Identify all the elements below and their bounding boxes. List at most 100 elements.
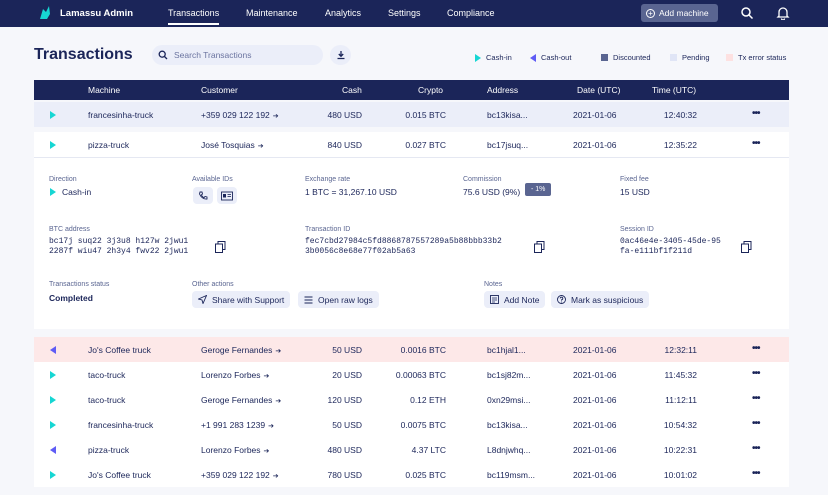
cell-customer: +1 991 283 1239 ➔	[201, 420, 274, 430]
transaction-id-line1: fec7cbd27984c5fd8868787557289a5b88bbb33b…	[305, 237, 502, 246]
cash-text: 50 USD	[332, 420, 362, 430]
session-id-line1: 0ac46e4e-3405-45de-95	[620, 237, 721, 246]
machine-text: Jo's Coffee truck	[88, 345, 151, 355]
arrow-right-icon[interactable]: ➔	[272, 113, 279, 120]
cell-machine: pizza-truck	[88, 140, 129, 150]
cell-machine: taco-truck	[88, 370, 125, 380]
add-note-button[interactable]: Add Note	[484, 291, 546, 308]
cell-cash: 20 USD	[332, 370, 362, 380]
more-options-icon[interactable]: •••	[752, 108, 760, 119]
more-options-icon[interactable]: •••	[752, 443, 760, 454]
cash-text: 780 USD	[327, 470, 363, 480]
table-row[interactable]: francesinha-truck +1 991 283 1239 ➔ 50 USD 0…	[34, 412, 789, 437]
col-customer[interactable]: Customer	[201, 85, 238, 95]
col-time[interactable]: Time (UTC)	[652, 85, 697, 95]
arrow-right-icon[interactable]: ➔	[263, 373, 270, 380]
table-row[interactable]: Jo's Coffee truck +359 029 122 192 ➔ 780 US…	[34, 462, 789, 487]
copy-icon[interactable]	[741, 241, 752, 253]
search-input[interactable]	[174, 50, 314, 60]
col-date[interactable]: Date (UTC)	[577, 85, 621, 95]
more-options-icon[interactable]: •••	[752, 368, 760, 379]
more-options-icon[interactable]: •••	[752, 343, 760, 354]
copy-icon[interactable]	[534, 241, 545, 253]
arrow-right-icon[interactable]: ➔	[275, 348, 282, 355]
arrow-right-icon[interactable]: ➔	[263, 448, 270, 455]
address-text: bc1hjal1...	[487, 345, 526, 355]
machine-text: francesinha-truck	[88, 420, 154, 430]
bell-icon[interactable]	[776, 6, 790, 20]
table-row[interactable]: pizza-truck Lorenzo Forbes ➔ 480 USD 4.37 LT…	[34, 437, 789, 462]
phone-id-button[interactable]	[193, 187, 213, 204]
exchange-rate-value: 1 BTC = 31,267.10 USD	[305, 187, 397, 197]
time-text: 10:54:32	[663, 420, 697, 430]
date-text: 2021-01-06	[573, 445, 617, 455]
legend-label: Pending	[682, 53, 710, 62]
download-button[interactable]	[330, 45, 351, 65]
more-options-icon[interactable]: •••	[752, 468, 760, 479]
copy-icon[interactable]	[215, 241, 226, 253]
other-actions-label: Other actions	[192, 281, 234, 288]
exchange-rate-label: Exchange rate	[305, 176, 351, 183]
address-text: bc119msm...	[487, 470, 536, 480]
col-machine[interactable]: Machine	[88, 85, 121, 95]
legend-label: Tx error status	[738, 53, 787, 62]
nav-maintenance[interactable]: Maintenance	[246, 8, 298, 18]
nav-analytics[interactable]: Analytics	[325, 8, 362, 18]
date-text: 2021-01-06	[573, 110, 617, 120]
add-machine-button[interactable]: + Add machine	[641, 4, 718, 22]
cash-text: 840 USD	[327, 140, 363, 150]
cell-address: bc119msm...	[487, 470, 535, 480]
date-text: 2021-01-06	[573, 395, 617, 405]
address-text: bc1sj82m...	[487, 370, 531, 380]
cell-date: 2021-01-06	[573, 445, 616, 455]
arrow-right-icon[interactable]: ➔	[272, 473, 279, 480]
cash-in-icon	[475, 53, 481, 62]
lamassu-logo-icon	[40, 6, 50, 19]
more-options-icon[interactable]: •••	[752, 138, 760, 149]
phone-icon	[199, 191, 208, 199]
col-cash[interactable]: Cash	[342, 85, 362, 95]
search-icon[interactable]	[740, 6, 754, 20]
crypto-text: 4.37 LTC	[411, 445, 446, 455]
nav-transactions[interactable]: Transactions	[168, 8, 220, 25]
cash-text: 50 USD	[332, 345, 362, 355]
nav-settings[interactable]: Settings	[388, 8, 421, 18]
page-title: Transactions	[34, 46, 133, 63]
search-box[interactable]	[152, 45, 323, 65]
cell-cash: 780 USD	[328, 470, 363, 480]
session-id-line2: fa-e111bf1f211d	[620, 247, 693, 256]
arrow-right-icon[interactable]: ➔	[257, 143, 264, 150]
id-card-button[interactable]	[217, 187, 237, 204]
address-text: 0xn29msi...	[487, 395, 531, 405]
nav-compliance[interactable]: Compliance	[447, 8, 495, 18]
cell-customer: Lorenzo Forbes ➔	[201, 370, 269, 380]
transaction-id-label: Transaction ID	[305, 226, 351, 233]
crypto-text: 0.025 BTC	[405, 470, 446, 480]
cell-cash: 50 USD	[332, 345, 362, 355]
col-address[interactable]: Address	[487, 85, 519, 95]
share-with-support-button[interactable]: Share with Support	[192, 291, 291, 308]
table-row[interactable]: pizza-truck José Tosquias ➔ 840 USD 0.027 BT…	[34, 132, 789, 157]
cash-text: 480 USD	[327, 445, 363, 455]
arrow-right-icon[interactable]: ➔	[268, 423, 274, 430]
machine-text: francesinha-truck	[88, 110, 154, 120]
open-raw-logs-button[interactable]: Open raw logs	[298, 291, 379, 308]
table-row[interactable]: taco-truck Geroge Fernandes ➔ 120 USD 0.12 E…	[34, 387, 789, 412]
address-text: bc13kisa...	[487, 110, 528, 120]
more-options-icon[interactable]: •••	[752, 418, 760, 429]
table-row[interactable]: francesinha-truck +359 029 122 192 ➔ 480 US…	[34, 102, 789, 127]
cell-date: 2021-01-06	[573, 110, 616, 120]
customer-text: José Tosquias	[201, 140, 255, 150]
table-row[interactable]: taco-truck Lorenzo Forbes ➔ 20 USD 0.00063 B…	[34, 362, 789, 387]
more-options-icon[interactable]: •••	[752, 393, 760, 404]
col-crypto[interactable]: Crypto	[418, 85, 444, 95]
table-row[interactable]: Jo's Coffee truck Geroge Fernandes ➔ 50 USD…	[34, 337, 789, 362]
arrow-right-icon[interactable]: ➔	[275, 398, 282, 405]
share-label: Share with Support	[212, 294, 285, 305]
cell-crypto: 0.015 BTC	[405, 110, 446, 120]
discounted-swatch	[601, 54, 608, 61]
cell-time: 12:35:22	[664, 140, 697, 150]
top-nav: Lamassu Admin Transactions Maintenance A…	[0, 0, 828, 27]
legend-pending: Pending	[670, 53, 710, 62]
mark-suspicious-button[interactable]: Mark as suspicious	[551, 291, 650, 308]
